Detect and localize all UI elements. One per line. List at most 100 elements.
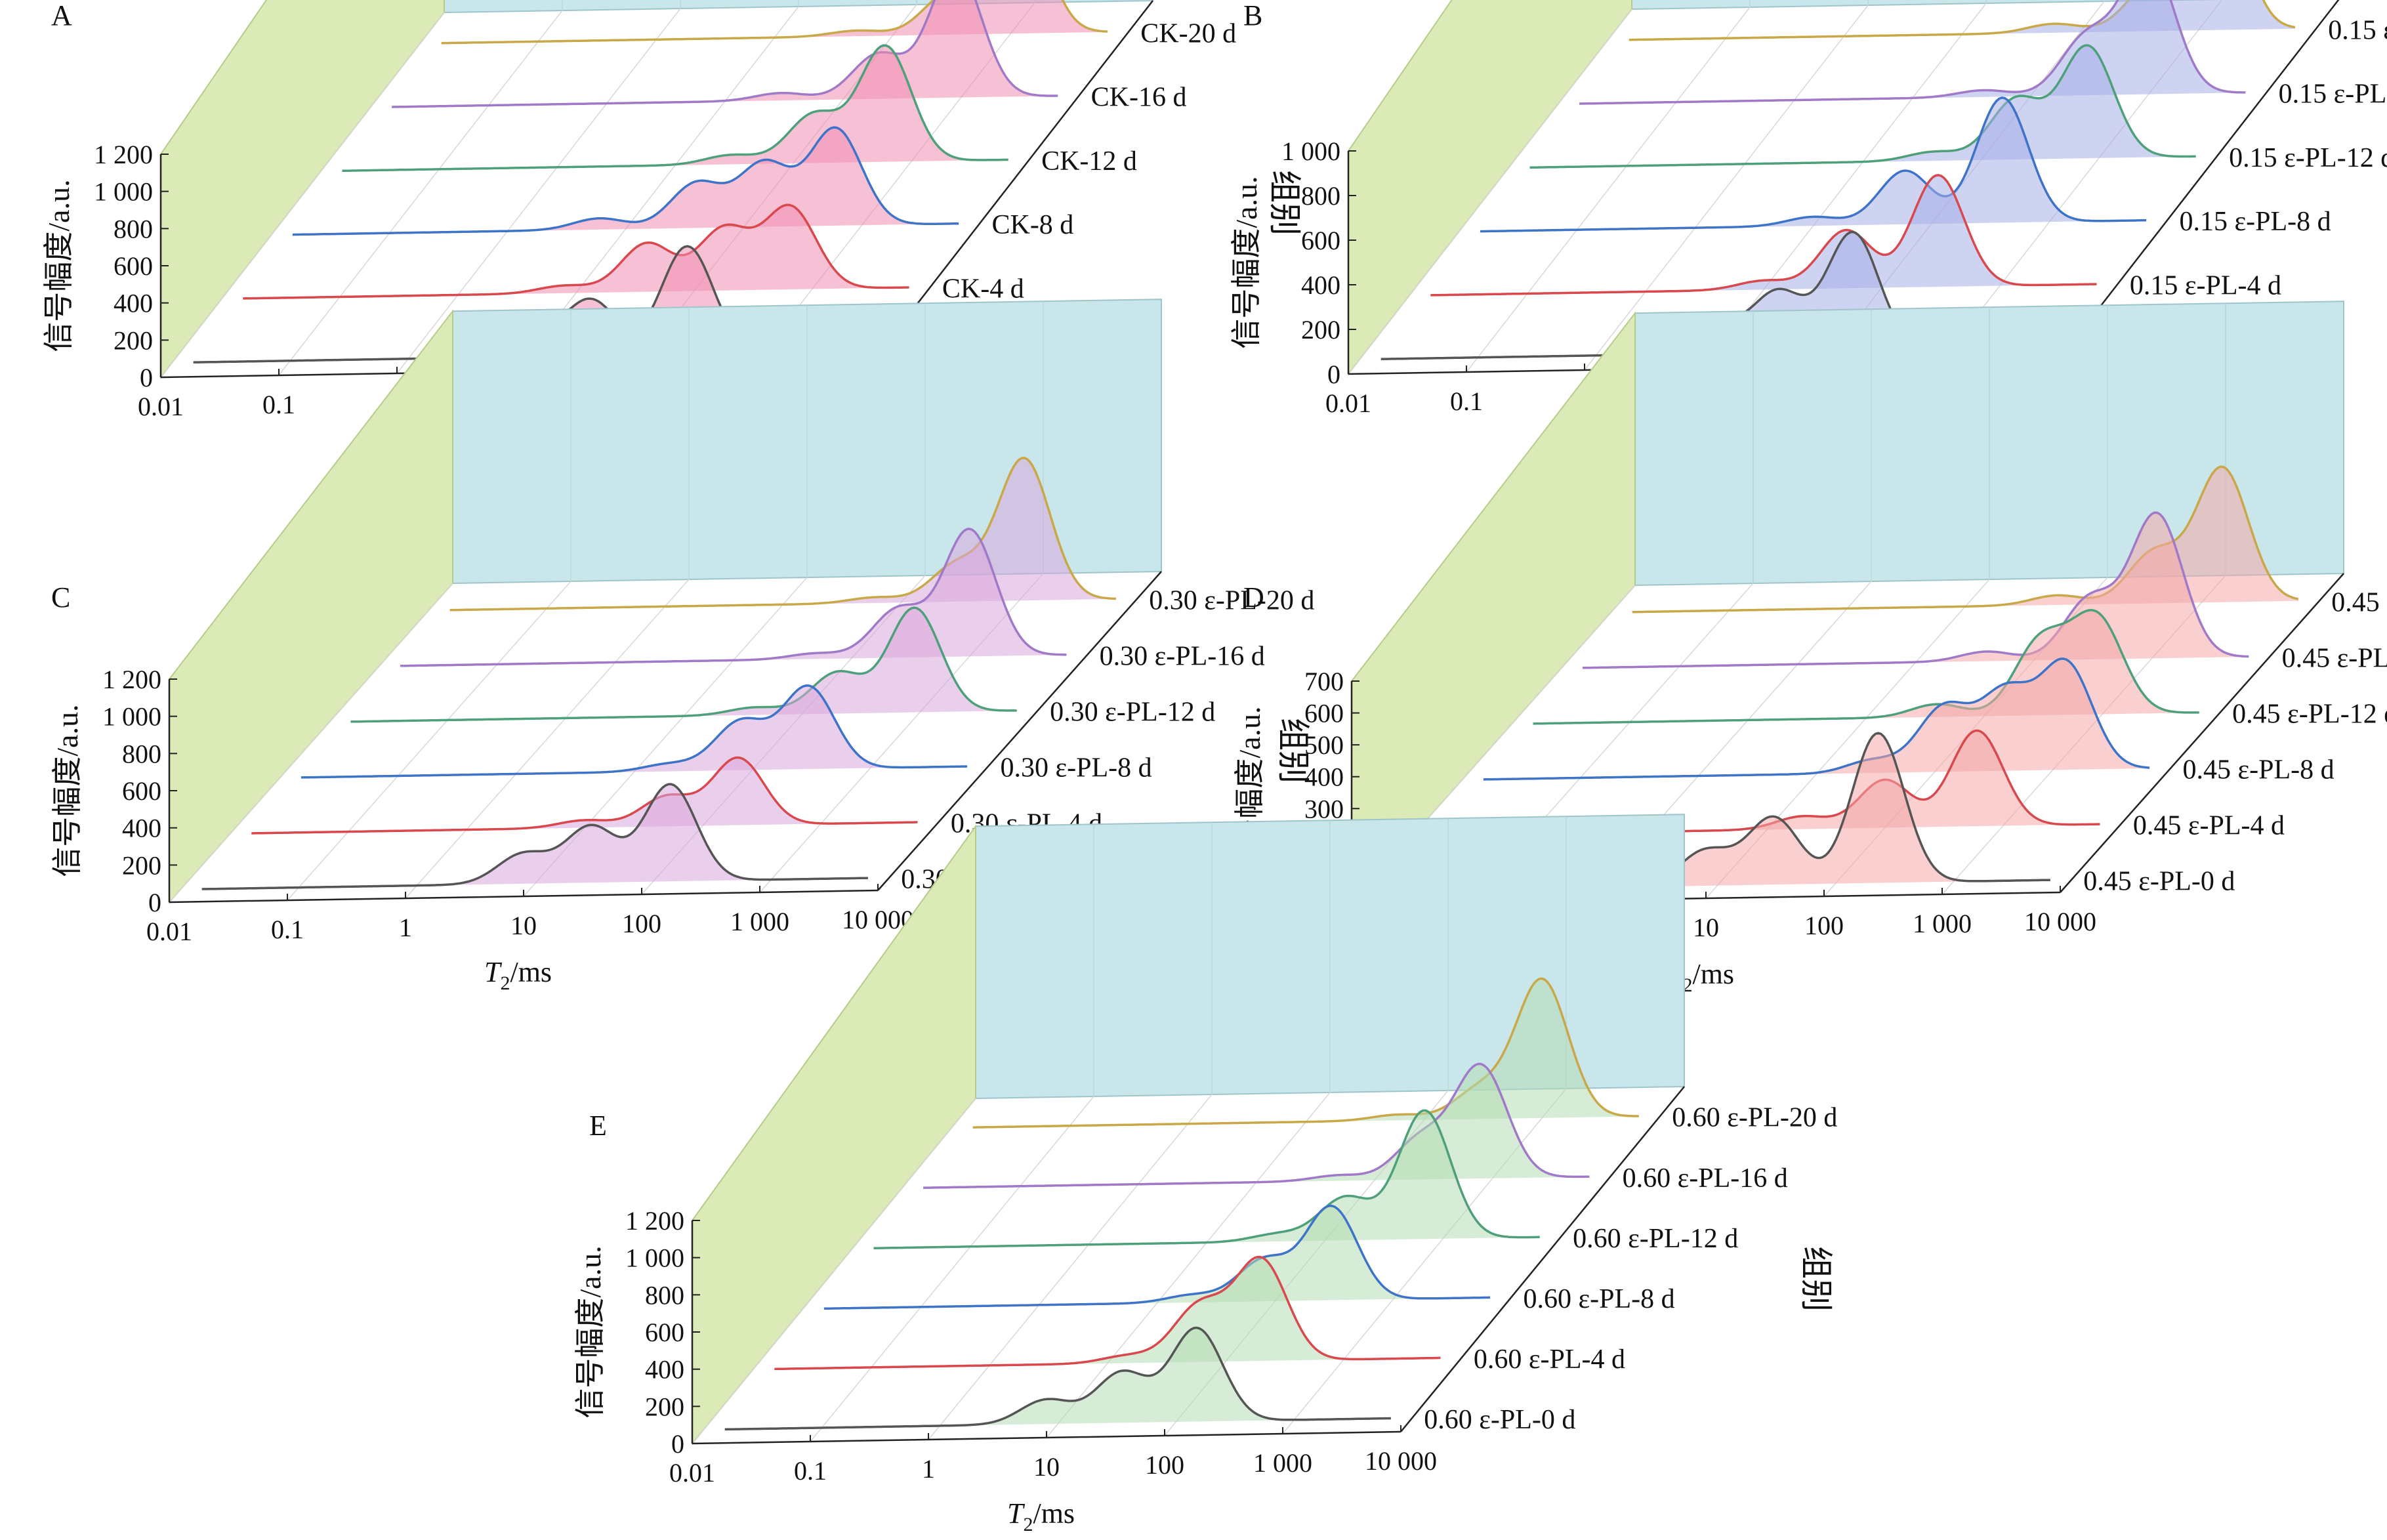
y-tick-label: 0: [148, 888, 161, 917]
floor-grid-line: [692, 1098, 976, 1444]
x-tick-label: 1 000: [1913, 909, 1972, 938]
series-label: CK-20 d: [1140, 18, 1236, 49]
series-1: CK-4 d: [243, 203, 1024, 304]
series-area: [251, 757, 918, 833]
floor-grid-line: [405, 579, 690, 899]
y-axis-label: 信号幅度/a.u.: [42, 179, 75, 352]
x-tick-label: 100: [1804, 911, 1844, 940]
series-line: [724, 1326, 1391, 1431]
y-tick-label: 1 000: [625, 1243, 684, 1273]
floor-grid-line: [928, 1094, 1213, 1440]
x-tick-label: 0.1: [794, 1456, 827, 1486]
x-tick-label: 0.01: [138, 392, 184, 421]
series-line: [350, 606, 1017, 723]
series-label: CK-4 d: [942, 274, 1024, 304]
series-line: [449, 457, 1116, 612]
series-label: CK-16 d: [1091, 83, 1187, 113]
series-3: 0.15 ε-PL-12 d: [1529, 44, 2387, 173]
series-area: [392, 0, 1058, 107]
series-line: [1629, 0, 2296, 41]
series-label: 0.30 ε-PL-8 d: [1000, 753, 1152, 783]
x-axis-label-sub: 2: [1023, 1514, 1033, 1535]
series-area: [350, 608, 1017, 722]
x-tick-label: 0.01: [669, 1458, 715, 1488]
y-tick-label: 1 200: [102, 665, 161, 694]
series-2: 0.60 ε-PL-8 d: [823, 1205, 1675, 1314]
side-wall: [1348, 0, 1632, 376]
series-label: 0.15 ε-PL-16 d: [2279, 79, 2387, 110]
series-0: 0.30 ε-PL-0 d: [201, 783, 1052, 895]
floor-grid-line: [278, 10, 563, 376]
series-line: [774, 1255, 1441, 1371]
y-tick-label: 600: [1304, 699, 1344, 728]
series-line: [392, 0, 1058, 108]
x-tick-label: 0.1: [271, 915, 304, 944]
y-tick-label: 0: [140, 363, 153, 392]
floor-grid-line: [1348, 9, 1632, 375]
series-label: 0.45 ε-PL-20 d: [2331, 587, 2387, 617]
y-tick-label: 0: [1327, 360, 1340, 389]
y-axis-label: 信号幅度/a.u.: [573, 1245, 607, 1418]
y-tick-label: 1 000: [1281, 136, 1340, 166]
series-line: [1480, 96, 2147, 233]
series-line: [972, 977, 1639, 1129]
series-area: [774, 1257, 1441, 1369]
floor-grid-line: [160, 12, 445, 378]
series-3: 0.30 ε-PL-12 d: [350, 606, 1215, 727]
series-label: 0.60 ε-PL-12 d: [1573, 1224, 1738, 1254]
x-tick-label: 0.1: [1450, 386, 1483, 416]
floor-grid-line: [396, 8, 681, 374]
x-axis-label-sub: 2: [500, 972, 510, 994]
series-label: 0.45 ε-PL-12 d: [2232, 699, 2387, 729]
y-tick-label: 600: [1301, 226, 1340, 255]
x-axis-label-unit: /ms: [510, 956, 552, 988]
series-line: [400, 528, 1067, 667]
x-axis-label-unit: /ms: [1692, 958, 1734, 990]
series-area: [1384, 733, 2050, 891]
series-label: 0.15 ε-PL-4 d: [2130, 270, 2281, 301]
floor-grid-line: [1466, 7, 1751, 373]
x-axis-label-sub: 2: [1682, 974, 1692, 996]
series-line: [292, 126, 959, 236]
series-line: [1632, 465, 2299, 614]
series-label: 0.15 ε-PL-8 d: [2179, 207, 2331, 237]
group-axis-line: [2060, 573, 2344, 893]
y-tick-label: 300: [1304, 794, 1344, 823]
series-line: [1529, 44, 2196, 169]
series-area: [243, 205, 909, 299]
series-0: 0.60 ε-PL-0 d: [724, 1326, 1575, 1435]
group-axis-line: [1400, 1086, 1685, 1432]
series-label: 0.60 ε-PL-16 d: [1623, 1163, 1788, 1194]
y-tick-label: 700: [1304, 667, 1344, 696]
series-line: [1483, 657, 2150, 781]
y-tick-label: 0: [671, 1429, 684, 1459]
y-tick-label: 200: [114, 325, 153, 355]
x-axis-label: T2/ms: [484, 956, 552, 994]
series-area: [1480, 97, 2147, 232]
series-line: [1430, 174, 2097, 297]
x-tick-label: 0.1: [262, 390, 295, 419]
y-tick-label: 200: [122, 850, 161, 880]
y-tick-label: 600: [122, 776, 161, 806]
panel-label: C: [51, 581, 70, 614]
y-tick-label: 800: [122, 739, 161, 768]
x-tick-label: 10 000: [1365, 1446, 1437, 1476]
y-tick-label: 1 000: [102, 702, 161, 732]
series-line: [251, 756, 918, 835]
y-tick-label: 800: [1301, 181, 1340, 211]
series-area: [1430, 175, 2097, 295]
x-tick-label: 0.01: [146, 917, 192, 946]
series-label: 0.60 ε-PL-4 d: [1474, 1344, 1625, 1375]
x-axis-label: T2/ms: [1007, 1497, 1075, 1535]
x-tick-label: 100: [622, 909, 661, 938]
y-tick-label: 400: [114, 289, 153, 318]
series-line: [201, 783, 868, 890]
series-line: [873, 1109, 1540, 1250]
y-tick-label: 400: [645, 1355, 684, 1384]
series-label: 0.45 ε-PL-8 d: [2182, 755, 2334, 785]
group-axis-label: 组别: [1266, 170, 1303, 236]
series-label: 0.60 ε-PL-20 d: [1672, 1103, 1837, 1133]
y-tick-label: 400: [1301, 270, 1340, 300]
